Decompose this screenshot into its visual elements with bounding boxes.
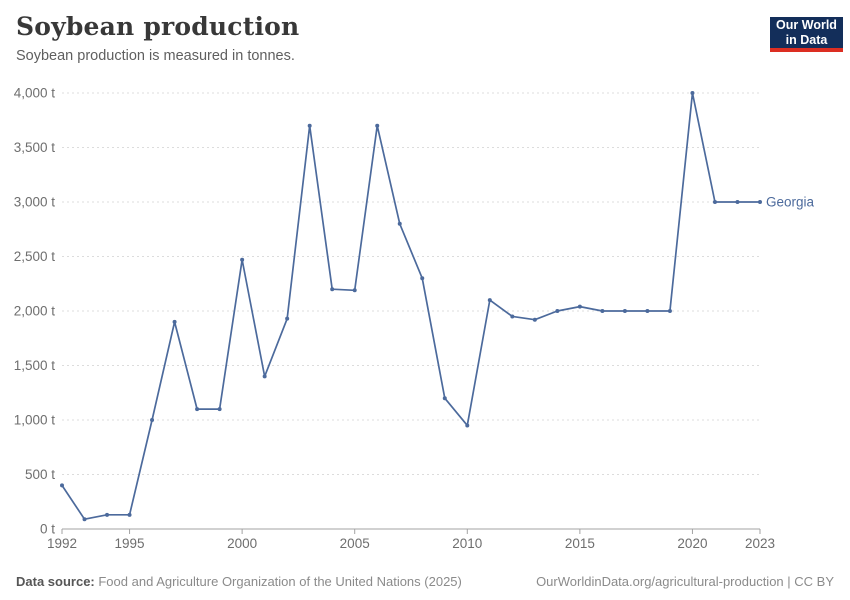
data-point-georgia-2003[interactable] (307, 123, 312, 128)
owid-logo-line1: Our World (776, 17, 837, 32)
data-point-georgia-2010[interactable] (465, 423, 470, 428)
x-axis-tick-label: 2005 (340, 536, 370, 551)
y-axis-tick-label: 1,500 t (14, 358, 56, 373)
data-point-georgia-2004[interactable] (330, 287, 335, 292)
x-axis-tick-label: 1992 (47, 536, 77, 551)
chart-title: Soybean production (16, 12, 300, 41)
data-point-georgia-2008[interactable] (420, 276, 425, 281)
y-axis-tick-label: 1,000 t (14, 413, 56, 428)
data-point-georgia-2020[interactable] (690, 91, 695, 95)
y-axis-tick-label: 3,500 t (14, 140, 56, 155)
data-point-georgia-2019[interactable] (667, 309, 672, 313)
x-axis-tick-label: 2000 (227, 536, 257, 551)
data-point-georgia-2017[interactable] (622, 309, 627, 313)
data-point-georgia-2016[interactable] (600, 309, 605, 313)
y-axis-tick-label: 3,000 t (14, 195, 56, 210)
data-point-georgia-2012[interactable] (510, 314, 515, 319)
series-line-georgia[interactable] (61, 92, 761, 521)
data-point-georgia-1992[interactable] (60, 483, 64, 488)
series-label-georgia[interactable]: Georgia (766, 195, 815, 210)
data-point-georgia-2018[interactable] (645, 309, 650, 313)
x-axis-tick-label: 2020 (677, 536, 707, 551)
data-source-text: Food and Agriculture Organization of the… (94, 574, 462, 589)
data-point-georgia-1997[interactable] (172, 319, 177, 324)
data-point-georgia-1996[interactable] (150, 418, 155, 422)
y-axis-tick-label: 500 t (25, 467, 55, 482)
data-point-georgia-2007[interactable] (397, 221, 402, 226)
x-axis-tick-label: 1995 (115, 536, 145, 551)
data-point-georgia-2014[interactable] (555, 309, 560, 313)
x-axis-tick-label: 2023 (745, 536, 775, 551)
chart-header: Soybean production Soybean production is… (16, 12, 716, 64)
data-point-georgia-2011[interactable] (487, 298, 492, 303)
y-axis-tick-label: 2,500 t (14, 249, 56, 264)
y-axis-tick-label: 4,000 t (14, 86, 56, 101)
chart-area: 0 t 500 t 1,000 t 1,500 t 2,000 t 2,500 t 3,00… (0, 80, 850, 560)
data-point-georgia-2023[interactable] (758, 200, 762, 204)
data-point-georgia-2013[interactable] (532, 317, 537, 322)
data-source-note: Data source: Food and Agriculture Organi… (16, 574, 462, 589)
owid-link[interactable]: OurWorldinData.org/agricultural-producti… (536, 574, 834, 589)
x-axis-tick-label: 2010 (452, 536, 482, 551)
chart-subtitle: Soybean production is measured in tonnes… (16, 48, 295, 64)
chart-footer: Data source: Food and Agriculture Organi… (16, 574, 834, 589)
data-point-georgia-1993[interactable] (82, 517, 87, 522)
data-point-georgia-2006[interactable] (375, 123, 380, 128)
owid-logo[interactable]: Our World in Data (770, 17, 843, 52)
data-point-georgia-1995[interactable] (127, 512, 132, 517)
data-point-georgia-1998[interactable] (195, 407, 200, 412)
y-axis-tick-label: 2,000 t (14, 304, 56, 319)
data-point-georgia-1994[interactable] (105, 512, 110, 517)
owid-logo-accent-bar (770, 48, 843, 52)
data-point-georgia-2000[interactable] (240, 257, 245, 262)
data-point-georgia-2021[interactable] (712, 200, 717, 204)
data-point-georgia-1999[interactable] (217, 407, 222, 412)
owid-logo-line2: in Data (785, 32, 828, 47)
data-point-georgia-2009[interactable] (442, 396, 447, 401)
data-point-georgia-2005[interactable] (352, 288, 357, 293)
data-point-georgia-2001[interactable] (262, 374, 267, 379)
data-point-georgia-2002[interactable] (285, 316, 290, 321)
data-source-label: Data source: (16, 574, 95, 589)
y-axis-tick-label: 0 t (40, 522, 55, 537)
data-point-georgia-2015[interactable] (577, 304, 582, 309)
production-line-chart: 0 t 500 t 1,000 t 1,500 t 2,000 t 2,500 t 3,00… (14, 86, 815, 552)
x-axis-tick-label: 2015 (565, 536, 595, 551)
data-point-georgia-2022[interactable] (735, 200, 740, 204)
